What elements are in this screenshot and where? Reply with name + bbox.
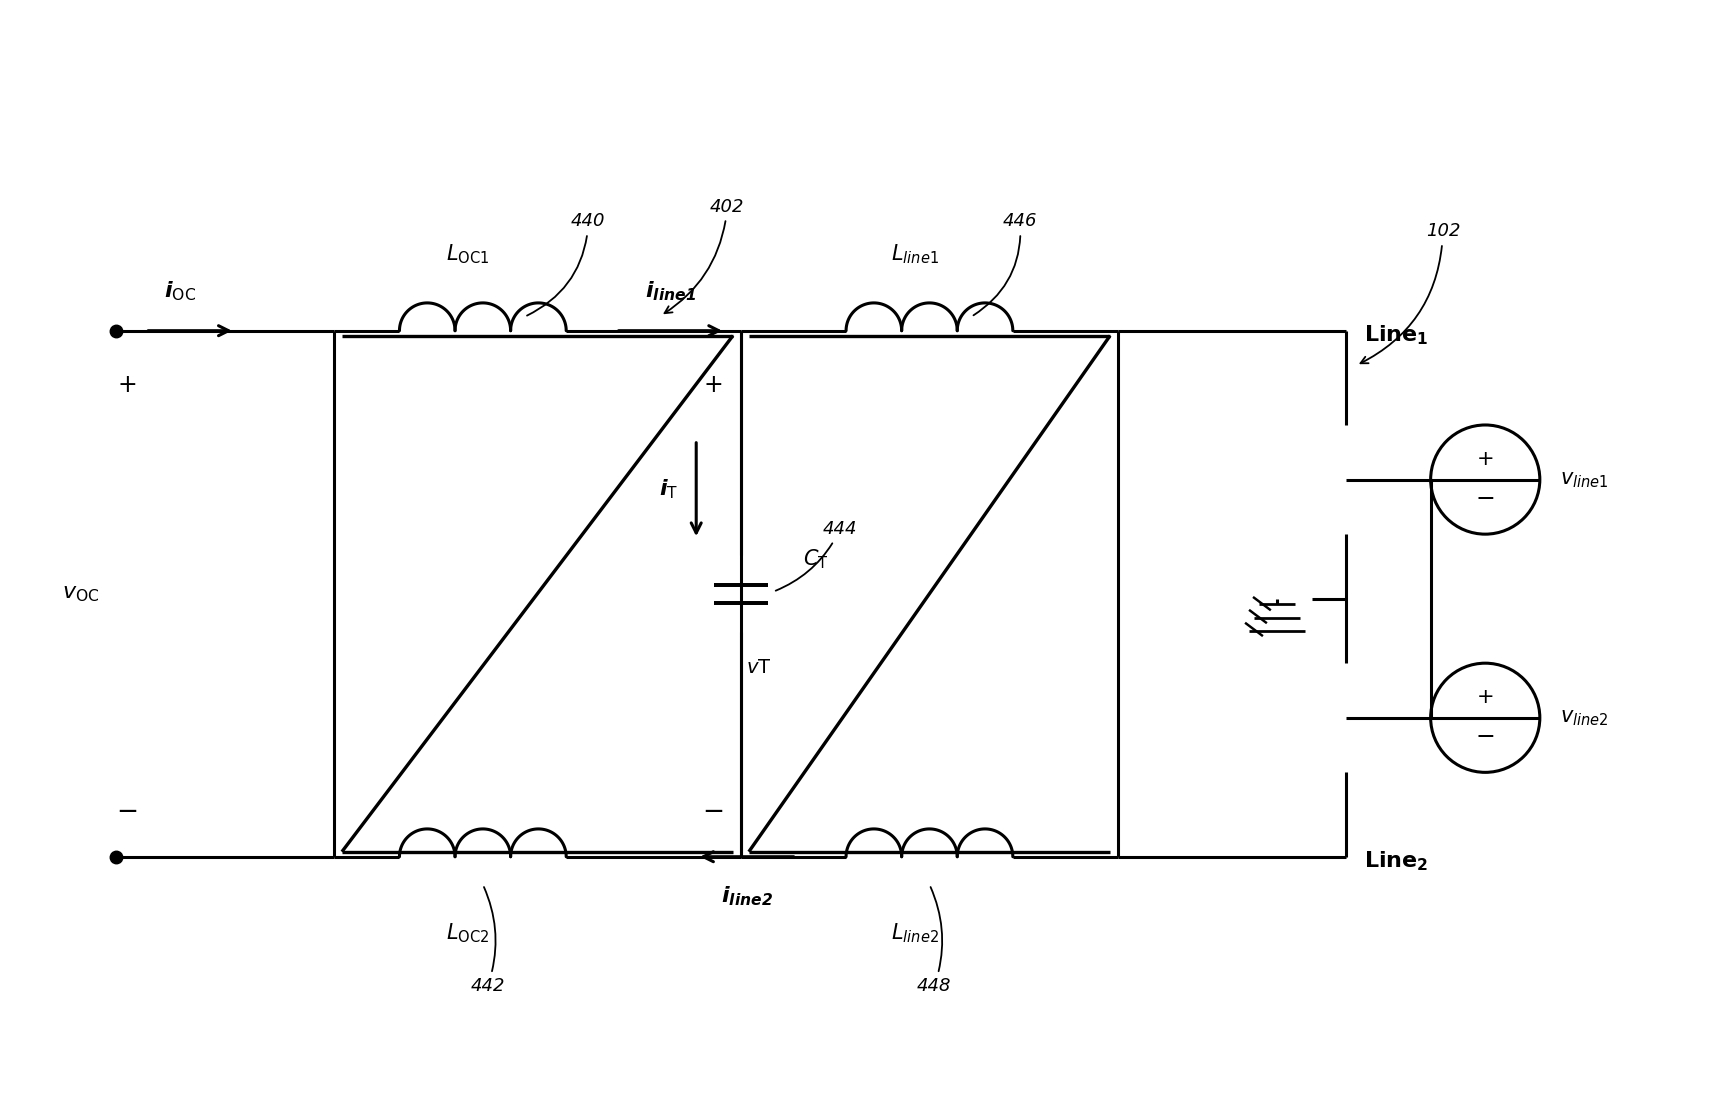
Text: $L_{\mathrm{OC1}}$: $L_{\mathrm{OC1}}$ xyxy=(447,243,490,266)
Text: $C_{\mathrm{T}}$: $C_{\mathrm{T}}$ xyxy=(802,547,827,571)
Text: −: − xyxy=(702,800,725,825)
Text: $L_{line1}$: $L_{line1}$ xyxy=(891,243,939,266)
Text: $\mathbf{Line}_{\mathbf{1}}$: $\mathbf{Line}_{\mathbf{1}}$ xyxy=(1364,324,1429,347)
Text: $v_{line2}$: $v_{line2}$ xyxy=(1559,708,1609,728)
Text: $v_{line1}$: $v_{line1}$ xyxy=(1559,469,1609,489)
Text: 402: 402 xyxy=(665,197,745,313)
Text: 440: 440 xyxy=(528,213,606,316)
Text: $\bfit{i}_{line1}$: $\bfit{i}_{line1}$ xyxy=(644,279,695,303)
Text: $\bfit{i}_{\mathrm{OC}}$: $\bfit{i}_{\mathrm{OC}}$ xyxy=(164,279,197,303)
Text: −: − xyxy=(1475,487,1495,510)
Text: 446: 446 xyxy=(973,213,1038,315)
Text: −: − xyxy=(116,800,139,825)
Text: $\mathbf{Line}_{\mathbf{2}}$: $\mathbf{Line}_{\mathbf{2}}$ xyxy=(1364,849,1429,874)
Text: $L_{line2}$: $L_{line2}$ xyxy=(891,922,939,945)
Text: +: + xyxy=(704,374,723,397)
Text: $L_{\mathrm{OC2}}$: $L_{\mathrm{OC2}}$ xyxy=(447,922,490,945)
Text: $\bfit{i}_{\mathrm{T}}$: $\bfit{i}_{\mathrm{T}}$ xyxy=(660,478,678,501)
Text: +: + xyxy=(1477,449,1494,469)
Text: $v\mathrm{T}$: $v\mathrm{T}$ xyxy=(745,659,771,678)
Text: 448: 448 xyxy=(916,887,952,995)
Text: 444: 444 xyxy=(776,520,856,591)
Text: −: − xyxy=(1475,725,1495,749)
Text: $v_{\mathrm{OC}}$: $v_{\mathrm{OC}}$ xyxy=(62,583,99,603)
Text: +: + xyxy=(1477,686,1494,708)
Text: 102: 102 xyxy=(1360,223,1459,364)
Text: $\bfit{i}_{line2}$: $\bfit{i}_{line2}$ xyxy=(721,885,773,908)
Text: 442: 442 xyxy=(471,887,505,995)
Text: +: + xyxy=(118,374,137,397)
